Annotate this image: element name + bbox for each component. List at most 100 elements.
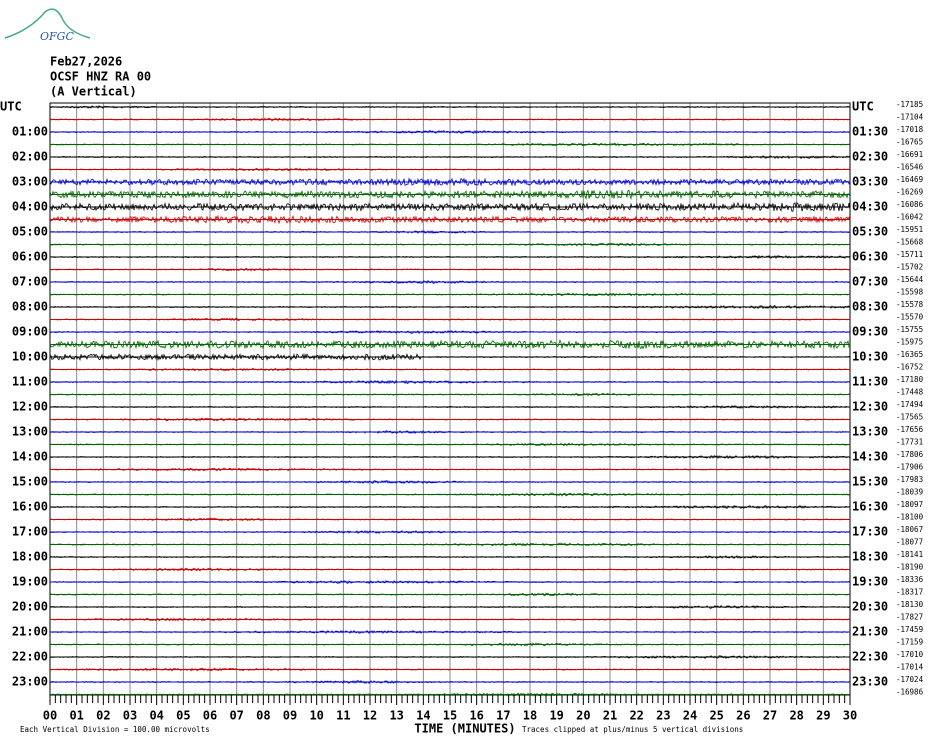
- hour-label-left: 17:00: [12, 525, 48, 539]
- trace-offset: -17656: [896, 425, 924, 434]
- trace-offset: -16269: [896, 188, 923, 197]
- trace: [49, 405, 851, 409]
- x-tick-label: 05: [176, 709, 190, 723]
- footer-left: Each Vertical Division = 100.00 microvol…: [20, 725, 210, 734]
- trace: [50, 430, 850, 434]
- hour-label-right: 03:30: [852, 175, 888, 189]
- trace-offset: -18336: [896, 575, 924, 584]
- logo-mark: [4, 8, 91, 39]
- hour-label-left: 09:00: [12, 325, 48, 339]
- x-tick-label: 21: [603, 709, 617, 723]
- hour-label-right: 17:30: [852, 525, 888, 539]
- hour-label-right: 02:30: [852, 150, 888, 164]
- trace-offset: -15578: [896, 300, 924, 309]
- trace-offset: -18077: [896, 538, 923, 547]
- trace: [49, 579, 851, 584]
- trace: [49, 229, 851, 235]
- hour-label-left: 19:00: [12, 575, 48, 589]
- trace-offset: -18141: [896, 550, 923, 559]
- trace: [50, 529, 851, 535]
- trace: [49, 129, 851, 134]
- hour-label-left: 03:00: [12, 175, 48, 189]
- x-tick-label: 24: [683, 709, 697, 723]
- hour-label-left: 15:00: [12, 475, 48, 489]
- trace-offset: -17459: [896, 625, 923, 634]
- x-tick-label: 14: [416, 709, 430, 723]
- x-tick-label: 15: [443, 709, 457, 723]
- hour-label-left: 12:00: [12, 400, 48, 414]
- trace-offset: -15668: [896, 238, 924, 247]
- hour-label-left: 08:00: [12, 300, 48, 314]
- trace: [49, 105, 851, 110]
- hour-label-left: 07:00: [12, 275, 48, 289]
- hour-label-right: 13:30: [852, 425, 888, 439]
- trace-offset: -17014: [896, 663, 924, 672]
- hour-label-left: 16:00: [12, 500, 48, 514]
- trace-offset: -17806: [896, 450, 924, 459]
- x-tick-label: 26: [736, 709, 750, 723]
- trace: [49, 305, 851, 310]
- hour-label-right: 09:30: [852, 325, 888, 339]
- trace-offset: -17827: [896, 613, 923, 622]
- hour-label-left: 20:00: [12, 600, 48, 614]
- x-tick-label: 06: [203, 709, 217, 723]
- hour-label-right: 18:30: [852, 550, 888, 564]
- hour-label-right: 15:30: [852, 475, 888, 489]
- trace-offset: -16765: [896, 138, 923, 147]
- trace: [49, 567, 851, 572]
- hour-label-right: 08:30: [852, 300, 888, 314]
- trace-offset: -17983: [896, 475, 923, 484]
- trace-offset: -17159: [896, 638, 923, 647]
- trace: [49, 189, 851, 201]
- trace-offset: -15598: [896, 288, 924, 297]
- trace-offset: -16546: [896, 163, 924, 172]
- trace: [49, 367, 851, 372]
- trace: [49, 379, 851, 385]
- x-tick-label: 07: [229, 709, 243, 723]
- hour-label-right: 19:30: [852, 575, 888, 589]
- trace-offset: -15755: [896, 325, 923, 334]
- trace: [49, 542, 851, 547]
- logo-text: OFGC: [40, 30, 74, 43]
- trace: [49, 267, 851, 272]
- x-tick-label: 02: [96, 709, 110, 723]
- x-tick-label: 10: [309, 709, 323, 723]
- hour-label-left: 02:00: [12, 150, 48, 164]
- hour-label-left: 21:00: [12, 625, 48, 639]
- trace-offset: -15711: [896, 250, 923, 259]
- trace: [49, 555, 851, 559]
- x-tick-label: 13: [389, 709, 403, 723]
- trace-offset: -15702: [896, 263, 923, 272]
- trace-offset: -16691: [896, 150, 923, 159]
- trace: [49, 467, 851, 472]
- trace: [49, 214, 851, 225]
- trace: [49, 679, 851, 684]
- hour-label-right: 14:30: [852, 450, 888, 464]
- x-tick-label: 23: [656, 709, 670, 723]
- trace: [49, 254, 851, 260]
- x-tick-label: 19: [549, 709, 563, 723]
- trace: [49, 352, 851, 362]
- trace: [49, 504, 851, 509]
- component: (A Vertical): [50, 85, 137, 99]
- trace-offset: -17906: [896, 463, 924, 472]
- trace: [49, 330, 851, 335]
- trace: [49, 177, 851, 187]
- x-tick-label: 17: [496, 709, 510, 723]
- trace: [49, 604, 851, 609]
- x-tick-label: 04: [149, 709, 163, 723]
- trace: [49, 339, 851, 350]
- trace: [49, 642, 850, 647]
- trace-offset: -18190: [896, 563, 924, 572]
- axis-title: TIME (MINUTES): [414, 722, 515, 736]
- hour-label-left: 18:00: [12, 550, 48, 564]
- x-tick-label: 22: [629, 709, 643, 723]
- trace-offset: -17018: [896, 125, 924, 134]
- trace-offset: -18100: [896, 513, 924, 522]
- hour-label-left: 11:00: [12, 375, 48, 389]
- hour-label-right: 16:30: [852, 500, 888, 514]
- trace: [50, 667, 851, 672]
- trace-offset: -15951: [896, 225, 923, 234]
- trace-offset: -15975: [896, 338, 923, 347]
- trace: [49, 592, 851, 597]
